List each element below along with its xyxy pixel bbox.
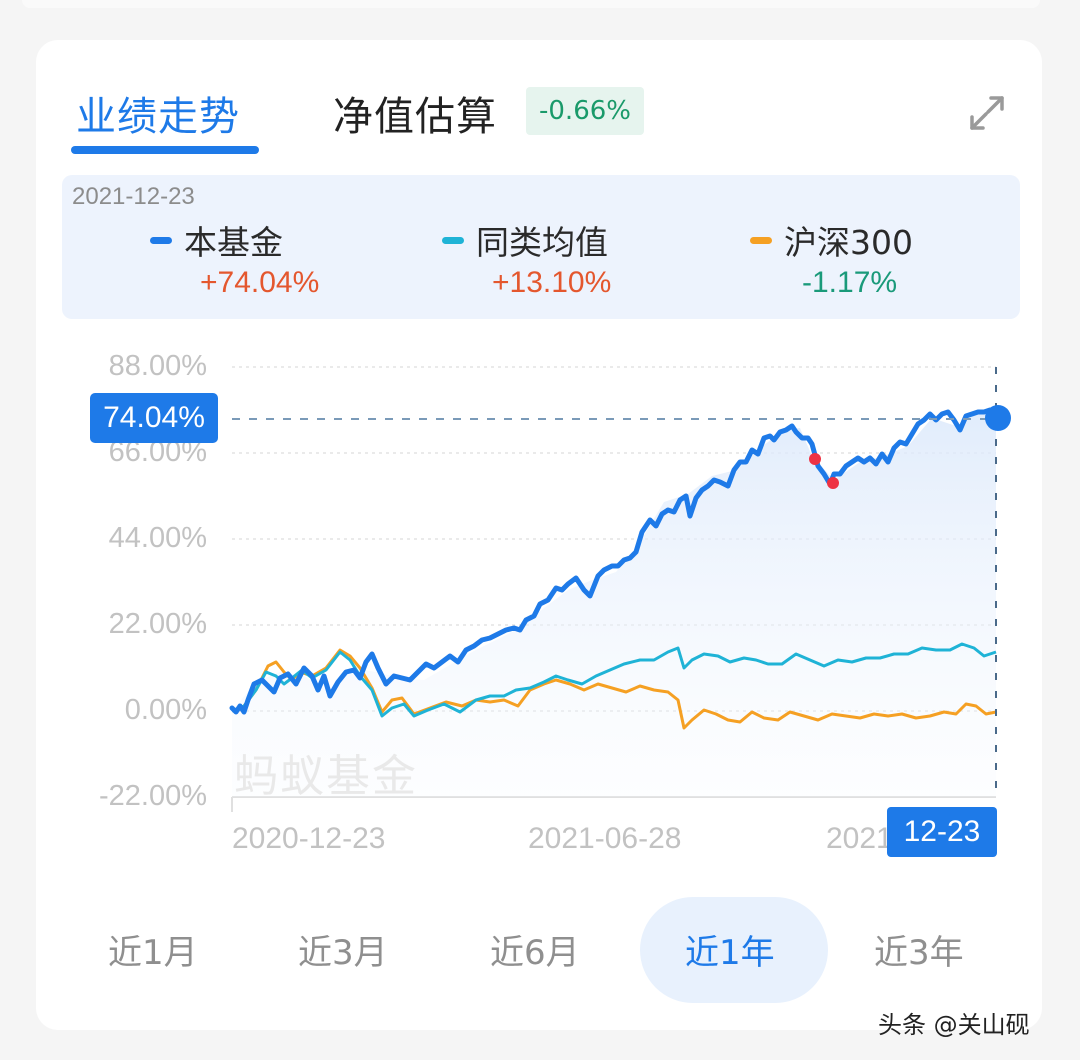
legend-swatch-csi300 bbox=[750, 236, 772, 244]
range-1-month-button[interactable]: 近1月 bbox=[108, 933, 198, 973]
x-tick-label: 2020-12-23 bbox=[232, 822, 386, 855]
legend-label-peer-average: 同类均值 bbox=[476, 223, 608, 262]
watermark-text: 蚂蚁基金 bbox=[234, 751, 418, 802]
active-tab-indicator bbox=[71, 146, 259, 154]
series-line-peer-average bbox=[231, 642, 997, 718]
legend-swatch-fund bbox=[150, 236, 172, 244]
previous-card-edge bbox=[22, 0, 1040, 8]
y-tick-label: 44.00% bbox=[108, 522, 207, 554]
y-tick-label: 0.00% bbox=[124, 694, 207, 726]
expand-chart-button[interactable] bbox=[966, 92, 1008, 134]
y-tick-label: 22.00% bbox=[108, 608, 207, 640]
legend-label-fund: 本基金 bbox=[184, 223, 283, 262]
tab-nav-estimate[interactable]: 净值估算 bbox=[333, 94, 497, 140]
active-range-highlight bbox=[640, 897, 828, 1003]
current-value-tag: 74.04% bbox=[90, 393, 218, 443]
range-1-year-button[interactable]: 近1年 bbox=[685, 933, 775, 973]
y-tick-label: 88.00% bbox=[108, 350, 207, 382]
y-tick-label: -22.00% bbox=[98, 780, 207, 812]
x-tick-label: 2021 bbox=[826, 822, 893, 855]
legend-label-csi300: 沪深300 bbox=[784, 223, 913, 262]
legend-value-peer-average: +13.10% bbox=[492, 266, 612, 299]
legend-value-csi300: -1.17% bbox=[802, 266, 898, 299]
trade-marker bbox=[827, 477, 839, 489]
legend-item-peer-average: 同类均值 bbox=[442, 216, 608, 264]
x-tick-label: 2021-06-28 bbox=[528, 822, 682, 855]
trade-marker bbox=[809, 453, 821, 465]
fund-area bbox=[232, 412, 996, 797]
range-6-month-button[interactable]: 近6月 bbox=[490, 933, 580, 973]
tab-performance-trend[interactable]: 业绩走势 bbox=[76, 94, 240, 140]
legend-value-fund: +74.04% bbox=[200, 266, 320, 299]
legend-item-fund: 本基金 bbox=[150, 216, 283, 264]
series-line-fund bbox=[229, 407, 999, 715]
current-point-marker bbox=[985, 405, 1011, 431]
legend-panel bbox=[62, 175, 1020, 319]
range-3-month-button[interactable]: 近3月 bbox=[298, 933, 388, 973]
legend-date: 2021-12-23 bbox=[72, 183, 195, 210]
source-credit: 头条 @关山砚 bbox=[878, 1011, 1030, 1039]
legend-swatch-peer-average bbox=[442, 236, 464, 244]
legend-item-csi300: 沪深300 bbox=[750, 216, 913, 264]
series-line-csi300 bbox=[231, 648, 997, 730]
expand-arrows-icon bbox=[970, 96, 1004, 130]
range-3-year-button[interactable]: 近3年 bbox=[874, 933, 964, 973]
estimate-change-badge: -0.66% bbox=[526, 87, 644, 135]
current-date-tag: 12-23 bbox=[887, 807, 997, 857]
